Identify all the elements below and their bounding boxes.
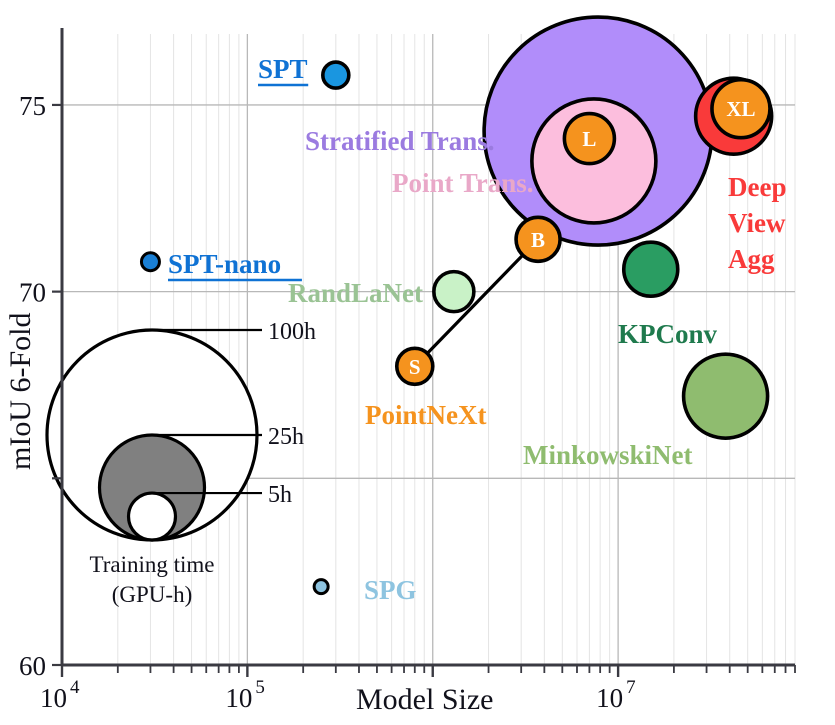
kpconv-label: KPConv	[618, 319, 718, 349]
data-point-kpconv[interactable]	[621, 240, 680, 299]
marker-circle[interactable]	[139, 251, 161, 273]
pointnext-label: PointNeXt	[365, 400, 486, 430]
data-point-spt[interactable]	[321, 60, 351, 90]
deepviewagg-line2: View	[728, 208, 786, 238]
y-tick-label-60: 60	[19, 651, 46, 681]
y-axis-title: mIoU 6-Fold	[4, 313, 37, 471]
axis-frame	[60, 28, 795, 667]
marker-circle[interactable]	[394, 346, 435, 387]
sptnano-label: SPT-nano	[168, 249, 281, 279]
marker-circle[interactable]	[514, 215, 562, 264]
x-tick-exponent: 4	[70, 677, 80, 698]
x-axis-ticks: 10 4 10 5 10 7	[40, 665, 796, 713]
marker-circle[interactable]	[321, 60, 351, 90]
marker-circle[interactable]	[312, 578, 330, 596]
x-tick-mantissa: 10	[40, 683, 67, 713]
legend-label-5h: 5h	[268, 482, 292, 508]
spt-label: SPT	[258, 54, 308, 84]
legend-label-25h: 25h	[268, 424, 304, 450]
randlanet-label: RandLaNet	[288, 278, 423, 308]
legend-label-100h: 100h	[268, 319, 316, 345]
marker-letter: B	[531, 228, 545, 252]
marker-circle[interactable]	[621, 240, 680, 299]
marker-letter: XL	[726, 97, 755, 121]
stratified-label: Stratified Trans.	[305, 126, 495, 156]
x-axis-title: Model Size	[356, 683, 493, 716]
point-labels: PointNeXt KPConv MinkowskiNet RandLaNet Stra…	[168, 54, 786, 605]
axis-titles: Model Size mIoU 6-Fold	[4, 313, 493, 717]
deepviewagg-line1: Deep	[728, 172, 786, 202]
minkowskinet-label: MinkowskiNet	[523, 440, 693, 470]
deepviewagg-line3: Agg	[728, 244, 775, 274]
marker-circle[interactable]	[432, 269, 476, 314]
legend-circle-5h	[126, 491, 178, 542]
marker-letter: S	[409, 355, 421, 379]
spg-label: SPG	[364, 575, 417, 605]
x-tick-exponent: 7	[626, 677, 636, 698]
marker-letter: L	[582, 127, 596, 151]
data-point-pointnext-l[interactable]: L	[562, 111, 617, 166]
data-point-minkowskinet[interactable]	[681, 352, 770, 440]
legend-caption-line2: (GPU-h)	[112, 582, 193, 607]
x-tick-exponent: 5	[255, 677, 265, 698]
x-tick-label-107: 10 7	[596, 677, 636, 713]
data-point-spt-nano[interactable]	[139, 251, 161, 273]
data-point-pointnext-xl[interactable]: XL	[710, 77, 772, 140]
marker-circle[interactable]	[562, 111, 617, 166]
marker-circle[interactable]	[710, 77, 772, 140]
x-tick-label-104: 10 4	[40, 677, 80, 713]
data-points: XL L B S	[139, 15, 774, 596]
data-point-pointnext-b[interactable]: B	[514, 215, 562, 264]
y-tick-label-70: 70	[19, 278, 46, 308]
data-point-spg[interactable]	[312, 578, 330, 596]
pointtrans-label: Point Trans.	[392, 168, 534, 198]
data-point-pointnext-s[interactable]: S	[394, 346, 435, 387]
gridlines	[61, 34, 796, 665]
x-tick-mantissa: 10	[225, 683, 252, 713]
y-tick-label-75: 75	[19, 91, 46, 121]
x-tick-mantissa: 10	[596, 683, 623, 713]
data-point-randlanet[interactable]	[432, 269, 476, 314]
size-legend: 100h 25h 5h Training time (GPU-h)	[45, 319, 316, 607]
x-tick-label-105: 10 5	[225, 677, 265, 713]
legend-caption-line1: Training time	[89, 552, 214, 577]
marker-circle[interactable]	[681, 352, 770, 440]
y-axis-ticks: 75 70 60	[19, 91, 62, 681]
